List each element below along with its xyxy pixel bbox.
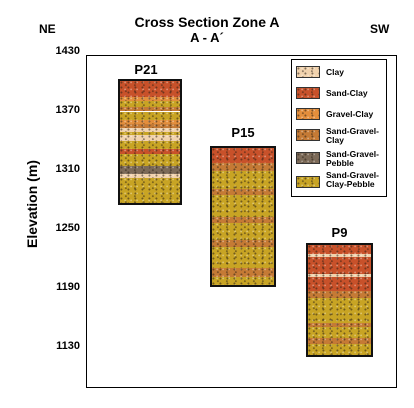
well-layer-sand-gravel-clay: [212, 163, 274, 171]
well-layer-sand-gravel-clay-pebble: [120, 191, 180, 203]
well-column-p21: [118, 79, 182, 205]
well-layer-gravel-clay: [120, 119, 180, 124]
y-tick-label: 1250: [55, 222, 80, 234]
well-layer-sand-gravel-clay-pebble: [120, 131, 180, 135]
well-layer-sand-gravel-clay: [308, 322, 371, 327]
diagram-title: Cross Section Zone A: [134, 14, 280, 30]
legend-swatch: [296, 129, 320, 141]
direction-label-right: SW: [370, 22, 390, 36]
well-layer-sand-clay: [120, 149, 180, 155]
section-label: A - A´: [190, 30, 224, 45]
well-layer-sand-gravel-clay-pebble: [212, 247, 274, 269]
well-layer-sand-gravel-pebble: [120, 166, 180, 174]
legend-label: Sand-Gravel- Clay-Pebble: [326, 170, 379, 189]
y-tick-label: 1190: [56, 281, 80, 293]
legend-swatch: [296, 87, 320, 99]
well-layer-sand-gravel-clay: [308, 337, 371, 344]
well-column-p15: [210, 146, 276, 287]
legend-label: Sand-Gravel- Clay: [326, 126, 379, 145]
y-tick-label: 1370: [55, 104, 80, 116]
legend-label: Gravel-Clay: [326, 109, 374, 119]
well-layer-sand-gravel-clay: [212, 239, 274, 248]
well-layer-sand-clay: [308, 277, 371, 291]
well-layer-gravel-clay: [120, 97, 180, 102]
well-layer-sand-gravel-clay-pebble: [120, 111, 180, 120]
direction-label-left: NE: [39, 22, 56, 36]
well-layer-sand-gravel-clay-pebble: [308, 298, 371, 323]
well-layer-sand-gravel-clay: [308, 290, 371, 299]
well-layer-sand-gravel-clay-pebble: [120, 177, 180, 192]
well-layer-sand-clay: [212, 148, 274, 163]
well-layer-sand-gravel-clay-pebble: [120, 154, 180, 167]
well-layer-sand-gravel-clay: [212, 217, 274, 224]
well-layer-sand-gravel-clay: [212, 189, 274, 195]
well-layer-sand-gravel-clay: [120, 123, 180, 128]
legend-label: Sand-Clay: [326, 88, 368, 98]
legend-swatch: [296, 176, 320, 188]
well-layer-clay: [120, 134, 180, 141]
well-label-p21: P21: [134, 62, 158, 77]
well-layer-clay: [308, 254, 371, 258]
plot-area: [86, 55, 397, 388]
well-layer-sand-gravel-clay-pebble: [212, 223, 274, 240]
well-layer-sand-gravel-clay: [212, 268, 274, 278]
legend-swatch: [296, 108, 320, 120]
well-layer-sand-gravel-clay-pebble: [120, 101, 180, 108]
well-layer-sand-clay: [120, 81, 180, 98]
y-tick-label: 1130: [56, 340, 80, 352]
well-label-p15: P15: [231, 125, 255, 140]
y-tick-label: 1310: [55, 163, 80, 175]
well-layer-sand-clay: [308, 245, 371, 255]
well-layer-sand-gravel-clay: [120, 107, 180, 112]
legend-label: Sand-Gravel- Pebble: [326, 149, 379, 168]
well-layer-sand-gravel-clay-pebble: [120, 140, 180, 150]
well-label-p9: P9: [331, 225, 348, 240]
well-layer-sand-gravel-clay-pebble: [308, 326, 371, 338]
legend-label: Clay: [326, 67, 344, 77]
well-layer-sand-gravel-clay-pebble: [212, 194, 274, 218]
well-layer-sand-gravel-clay-pebble: [212, 170, 274, 190]
y-axis-label: Elevation (m): [24, 160, 40, 248]
well-layer-sand-gravel-clay-pebble: [212, 277, 274, 285]
legend-swatch: [296, 66, 320, 78]
well-layer-clay: [120, 173, 180, 178]
well-layer-sand-clay: [308, 257, 371, 275]
y-tick-label: 1430: [55, 45, 80, 57]
well-layer-clay: [308, 274, 371, 278]
legend: Clay Sand-Clay Gravel-Clay Sand-Gravel- …: [291, 59, 387, 197]
well-column-p9: [306, 243, 373, 357]
well-layer-clay: [120, 127, 180, 132]
legend-swatch: [296, 152, 320, 164]
well-layer-sand-gravel-clay-pebble: [308, 343, 371, 355]
